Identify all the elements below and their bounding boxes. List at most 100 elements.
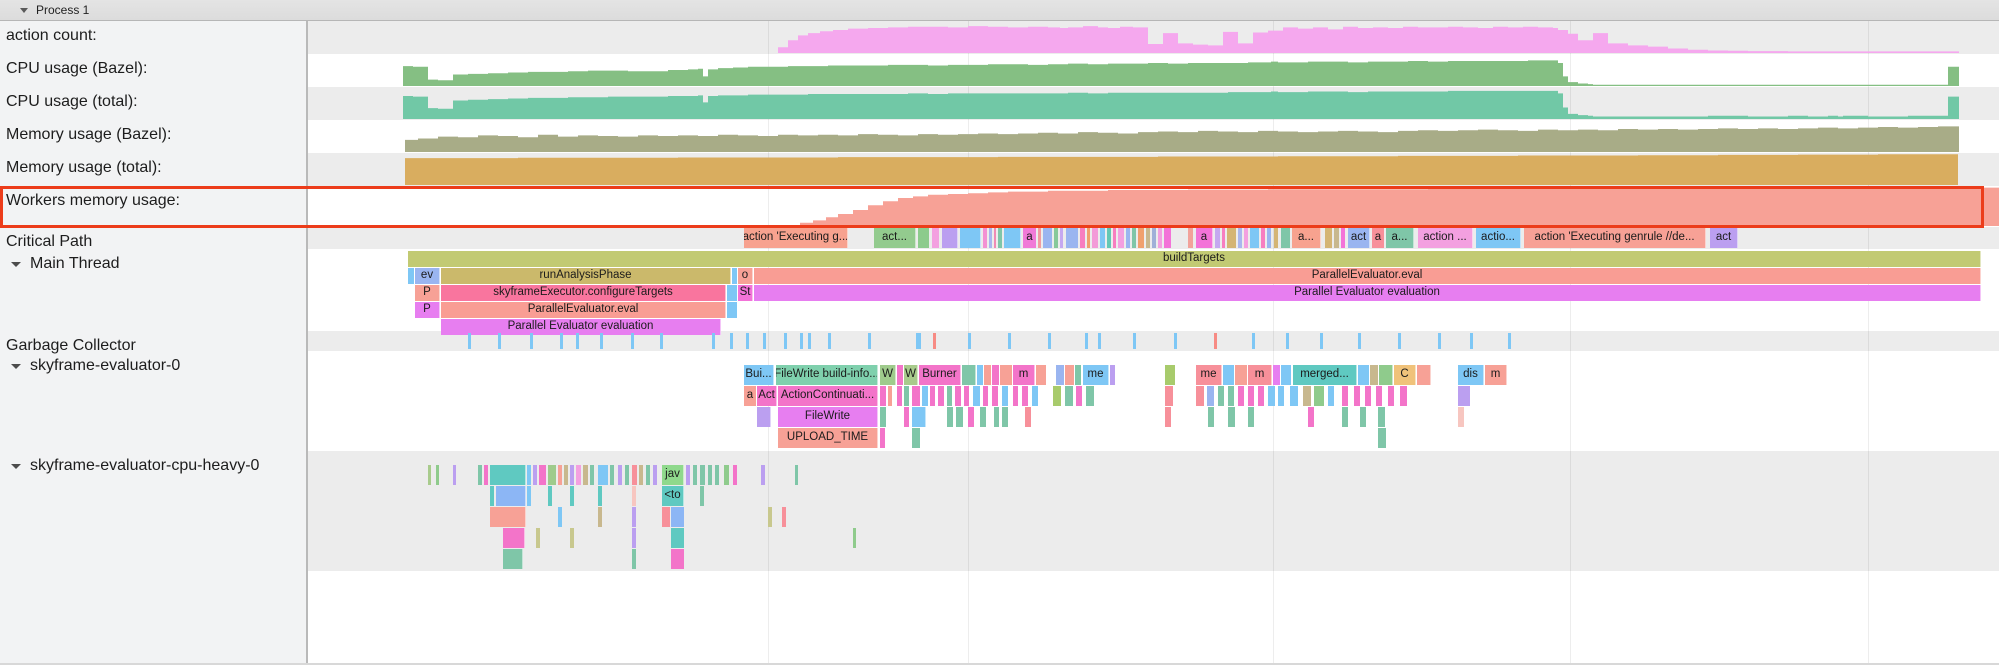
cpu-heavy-slice[interactable]: [490, 486, 494, 506]
cpu-heavy-slice[interactable]: [548, 465, 556, 485]
critical-path-slice[interactable]: [1107, 228, 1111, 248]
critical-path-slice[interactable]: act...: [874, 228, 916, 248]
cpu-heavy-slice[interactable]: [598, 465, 608, 485]
skyframe-evaluator-slice[interactable]: [1400, 386, 1407, 406]
critical-path-slice[interactable]: [1173, 228, 1185, 248]
cpu-heavy-slice[interactable]: [646, 465, 650, 485]
critical-path-slice[interactable]: [1092, 228, 1098, 248]
skyframe-evaluator-slice[interactable]: [912, 428, 920, 448]
skyframe-evaluator-slice[interactable]: FileWrite: [778, 407, 878, 427]
skyframe-evaluator-slice[interactable]: [955, 386, 961, 406]
skyframe-evaluator-slice[interactable]: [1223, 365, 1234, 385]
skyframe-evaluator-slice[interactable]: [1342, 407, 1348, 427]
skyframe-evaluator-slice[interactable]: [1238, 386, 1244, 406]
cpu-heavy-slice[interactable]: [671, 507, 684, 527]
skyframe-evaluator-slice[interactable]: [1342, 386, 1348, 406]
critical-path-slice[interactable]: a: [1196, 228, 1213, 248]
cpu-heavy-slice[interactable]: [618, 465, 622, 485]
gc-mark[interactable]: [576, 333, 579, 349]
skyframe-evaluator-slice[interactable]: [1273, 365, 1280, 385]
critical-path-slice[interactable]: [918, 228, 929, 248]
critical-path-slice[interactable]: [1152, 228, 1156, 248]
track-label-main-thread[interactable]: Main Thread: [11, 255, 120, 273]
cpu-heavy-slice[interactable]: [662, 507, 670, 527]
gc-mark[interactable]: [800, 333, 803, 349]
skyframe-evaluator-slice[interactable]: a: [744, 386, 756, 406]
skyframe-evaluator-slice[interactable]: [1025, 407, 1031, 427]
critical-path-slice[interactable]: [1113, 228, 1116, 248]
cpu-heavy-slice[interactable]: [570, 486, 574, 506]
skyframe-evaluator-slice[interactable]: [1458, 407, 1464, 427]
skyframe-evaluator-slice[interactable]: [888, 386, 892, 406]
main-thread-slice[interactable]: Parallel Evaluator evaluation: [441, 319, 721, 335]
main-thread-slice[interactable]: P: [415, 302, 440, 318]
skyframe-evaluator-slice[interactable]: [880, 428, 885, 448]
cpu-heavy-slice[interactable]: [558, 465, 562, 485]
critical-path-slice[interactable]: action 'Executing g...: [744, 228, 848, 248]
skyframe-evaluator-slice[interactable]: [984, 365, 991, 385]
skyframe-evaluator-slice[interactable]: [1218, 386, 1224, 406]
cpu-heavy-slice[interactable]: [590, 465, 594, 485]
skyframe-evaluator-slice[interactable]: [897, 365, 903, 385]
cpu-heavy-slice[interactable]: [632, 549, 636, 569]
skyframe-evaluator-slice[interactable]: me: [1196, 365, 1222, 385]
skyframe-evaluator-slice[interactable]: [904, 407, 909, 427]
gc-mark[interactable]: [660, 333, 663, 349]
gc-mark[interactable]: [968, 333, 971, 349]
skyframe-evaluator-slice[interactable]: [1417, 365, 1431, 385]
skyframe-evaluator-slice[interactable]: [1268, 386, 1275, 406]
cpu-heavy-slice[interactable]: [490, 507, 526, 527]
critical-path-slice[interactable]: [1004, 228, 1021, 248]
cpu-heavy-slice[interactable]: <to: [662, 486, 684, 506]
skyframe-evaluator-slice[interactable]: [964, 386, 969, 406]
gc-mark[interactable]: [1286, 333, 1289, 349]
skyframe-evaluator-slice[interactable]: [1086, 386, 1094, 406]
gc-mark[interactable]: [1252, 333, 1255, 349]
gc-mark[interactable]: [1358, 333, 1361, 349]
skyframe-evaluator-slice[interactable]: [1036, 365, 1046, 385]
skyframe-evaluator-slice[interactable]: [1228, 407, 1235, 427]
skyframe-evaluator-slice[interactable]: [897, 386, 902, 406]
skyframe-evaluator-slice[interactable]: [922, 386, 928, 406]
critical-path-slice[interactable]: [1054, 228, 1058, 248]
triangle-down-icon[interactable]: [11, 364, 21, 369]
critical-path-slice[interactable]: actio...: [1476, 228, 1521, 248]
skyframe-evaluator-slice[interactable]: FileWrite build-info...: [776, 365, 878, 385]
cpu-heavy-slice[interactable]: [625, 465, 629, 485]
critical-path-slice[interactable]: [1164, 228, 1171, 248]
gc-mark[interactable]: [631, 333, 634, 349]
skyframe-evaluator-slice[interactable]: [994, 407, 999, 427]
skyframe-evaluator-slice[interactable]: [1056, 365, 1064, 385]
gc-mark[interactable]: [1048, 333, 1051, 349]
skyframe-evaluator-slice[interactable]: [1379, 365, 1393, 385]
skyframe-evaluator-slice[interactable]: [1281, 365, 1291, 385]
cpu-heavy-slice[interactable]: [490, 465, 526, 485]
process-header[interactable]: Process 1: [0, 0, 1999, 21]
cpu-heavy-slice[interactable]: [503, 528, 525, 548]
critical-path-slice[interactable]: [1261, 228, 1265, 248]
main-thread-slice[interactable]: runAnalysisPhase: [441, 268, 731, 284]
gc-mark[interactable]: [1398, 333, 1401, 349]
critical-path-slice[interactable]: [1267, 228, 1271, 248]
skyframe-evaluator-slice[interactable]: [968, 407, 974, 427]
skyframe-evaluator-slice[interactable]: Act: [757, 386, 777, 406]
gc-mark[interactable]: [730, 333, 733, 349]
gc-mark[interactable]: [763, 333, 766, 349]
skyframe-evaluator-slice[interactable]: [1376, 386, 1382, 406]
gc-mark[interactable]: [468, 333, 471, 349]
skyframe-evaluator-slice[interactable]: [1365, 386, 1371, 406]
skyframe-evaluator-slice[interactable]: [973, 386, 980, 406]
skyframe-evaluator-slice[interactable]: UPLOAD_TIME: [778, 428, 878, 448]
gc-mark[interactable]: [1470, 333, 1473, 349]
skyframe-evaluator-slice[interactable]: me: [1083, 365, 1109, 385]
skyframe-evaluator-slice[interactable]: [992, 386, 998, 406]
gc-mark[interactable]: [1098, 333, 1101, 349]
gc-mark[interactable]: [1085, 333, 1088, 349]
skyframe-evaluator-slice[interactable]: Burner: [919, 365, 961, 385]
skyframe-evaluator-slice[interactable]: [912, 407, 926, 427]
critical-path-slice[interactable]: [1334, 228, 1339, 248]
critical-path-slice[interactable]: action 'Executing genrule //de...: [1524, 228, 1706, 248]
critical-path-slice[interactable]: [989, 228, 992, 248]
skyframe-evaluator-slice[interactable]: [1075, 365, 1081, 385]
cpu-heavy-slice[interactable]: [795, 465, 798, 485]
